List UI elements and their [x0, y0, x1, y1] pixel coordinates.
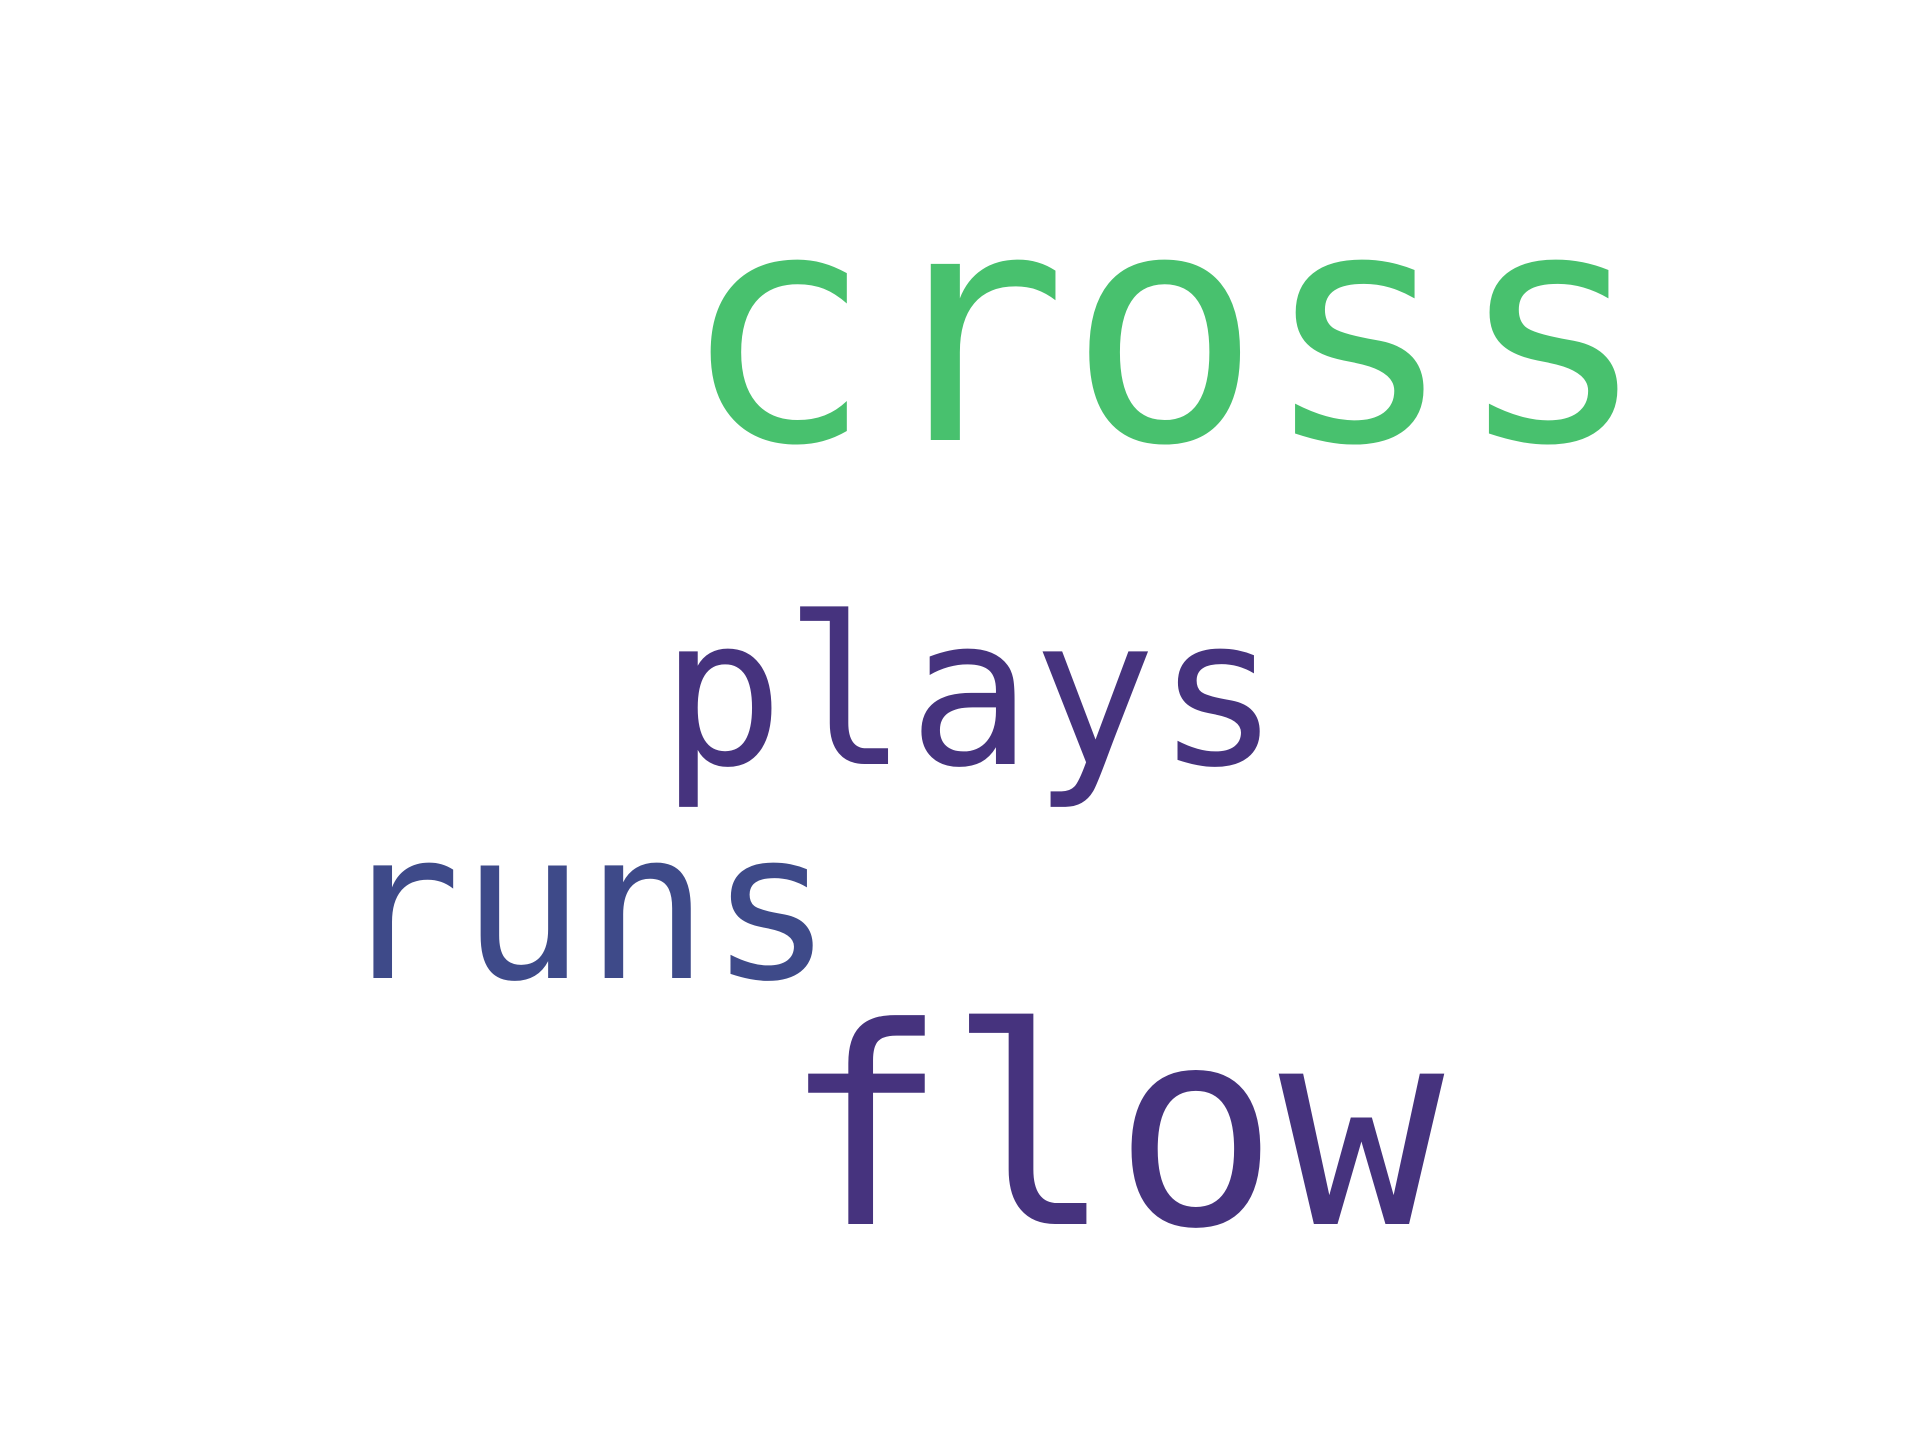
word-cross: cross: [680, 141, 1650, 516]
word-flow: flow: [782, 969, 1445, 1289]
word-runs: runs: [337, 787, 834, 1027]
word-plays: plays: [660, 573, 1281, 813]
